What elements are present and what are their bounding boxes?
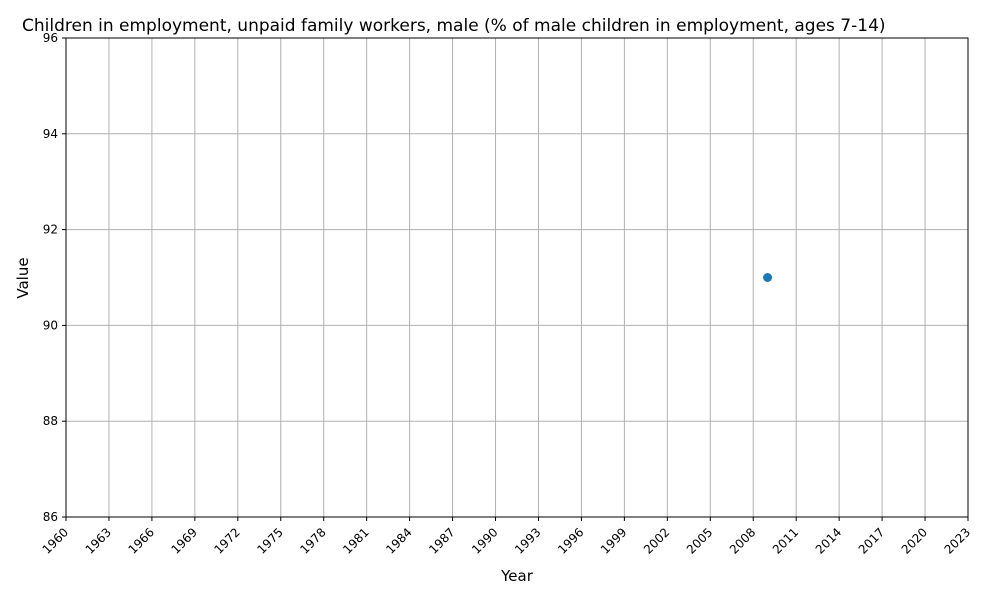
x-axis: 1960 1963 1966 1969 1972 1975 1978 1981 1984 1987… [40,517,973,557]
x-tick-label: 1966 [126,525,157,556]
x-tick-label: 2020 [899,525,930,556]
y-tick-label: 90 [43,318,58,332]
x-tick-label: 2008 [727,525,758,556]
x-tick-label: 1978 [297,525,328,556]
x-tick-label: 2014 [813,525,844,556]
x-tick-label: 2002 [641,525,672,556]
x-tick-label: 1996 [555,525,586,556]
data-points [763,273,773,282]
x-tick-label: 1960 [40,525,71,556]
x-tick-label: 2011 [770,525,801,556]
y-tick-label: 88 [43,414,58,428]
y-tick-label: 96 [43,31,58,45]
chart-title: Children in employment, unpaid family wo… [22,16,886,36]
x-tick-label: 1987 [426,525,457,556]
x-tick-label: 1972 [211,525,242,556]
y-axis-label: Value [14,257,32,298]
x-tick-label: 1981 [340,525,371,556]
x-tick-label: 1990 [469,525,500,556]
x-tick-label: 1993 [512,525,543,556]
x-axis-label: Year [500,567,534,585]
x-tick-label: 2017 [856,525,887,556]
x-tick-label: 1984 [383,525,414,556]
x-tick-label: 2023 [942,525,973,556]
x-tick-label: 1963 [83,525,114,556]
data-point [763,273,773,282]
y-tick-label: 86 [43,510,58,524]
x-tick-label: 1969 [168,525,199,556]
x-tick-label: 1975 [254,525,285,556]
x-tick-label: 2005 [684,525,715,556]
y-tick-label: 92 [43,223,58,237]
plot-frame [65,37,969,518]
y-tick-label: 94 [43,127,58,141]
grid [65,37,969,518]
x-tick-label: 1999 [598,525,629,556]
y-axis: 86 88 90 92 94 96 [43,31,66,524]
